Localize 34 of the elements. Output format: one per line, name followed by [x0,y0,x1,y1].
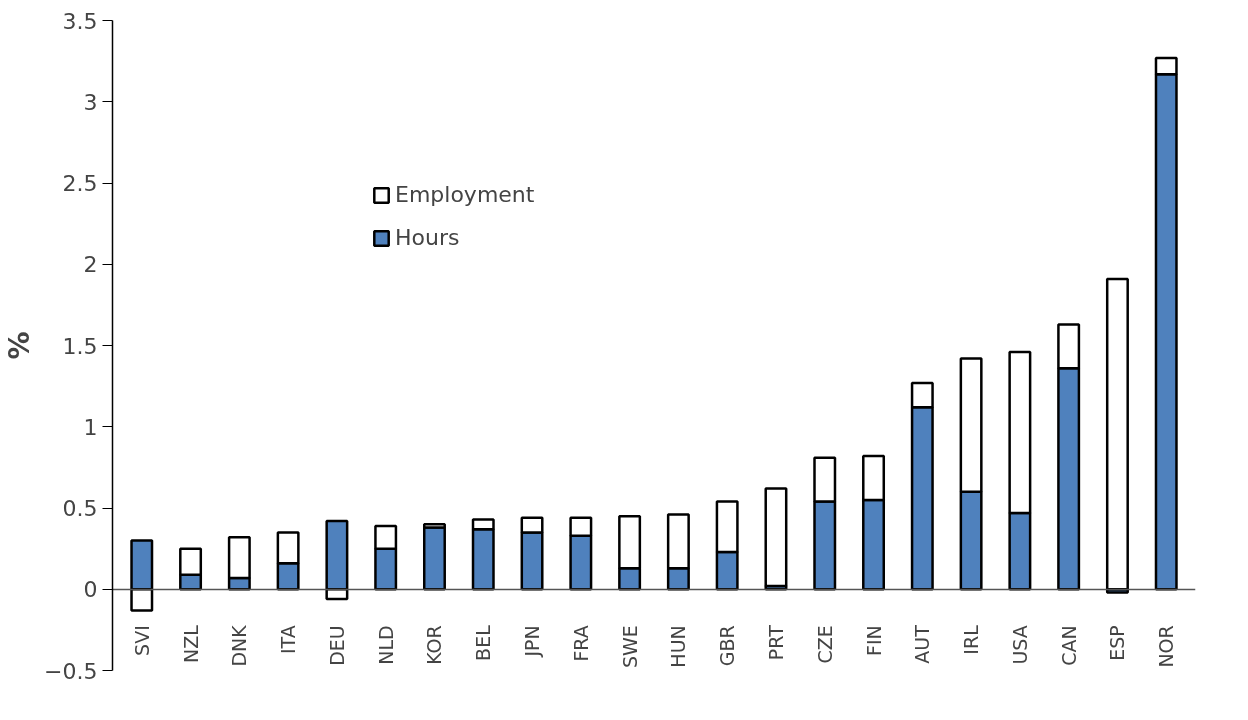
y-tick-label: −0.5 [44,658,98,684]
x-tick-label: SWE [618,625,641,669]
x-tick-label: SVI [130,625,153,656]
x-tick-label: GBR [716,625,739,667]
y-tick-label: 1 [83,414,98,440]
x-tick-label: ITA [277,625,300,654]
x-tick-label: NOR [1155,625,1178,668]
x-tick-label: ESP [1106,625,1129,661]
y-tick-label: 1.5 [62,333,98,359]
x-tick-label: BEL [472,624,495,661]
x-tick-label: HUN [667,625,690,668]
y-axis-title: % [3,331,37,360]
x-tick-label: KOR [423,625,446,665]
x-tick-label: FIN [862,625,885,656]
x-tick-label: CZE [813,625,836,664]
x-tick-label: PRT [764,624,787,661]
x-tick-label: IRL [960,624,983,655]
x-tick-label: NLD [374,625,397,665]
x-tick-label: FRA [569,625,592,662]
x-tick-label: JPN [521,625,544,658]
legend-label: Hours [395,225,460,250]
legend-label: Employment [395,182,535,207]
y-tick-label: 2.5 [62,171,98,196]
x-tick-label: DEU [325,625,348,666]
x-tick-label: DNK [228,624,251,667]
x-tick-label: AUT [911,624,934,664]
x-tick-label: CAN [1057,625,1080,666]
y-tick-label: 0.5 [62,496,98,521]
x-tick-label: NZL [179,624,202,664]
y-tick-label: 2 [83,252,98,278]
y-tick-label: 3.5 [62,8,98,34]
x-tick-label: USA [1008,625,1031,665]
y-tick-label: 0 [83,577,98,603]
y-tick-label: 3 [83,89,98,115]
